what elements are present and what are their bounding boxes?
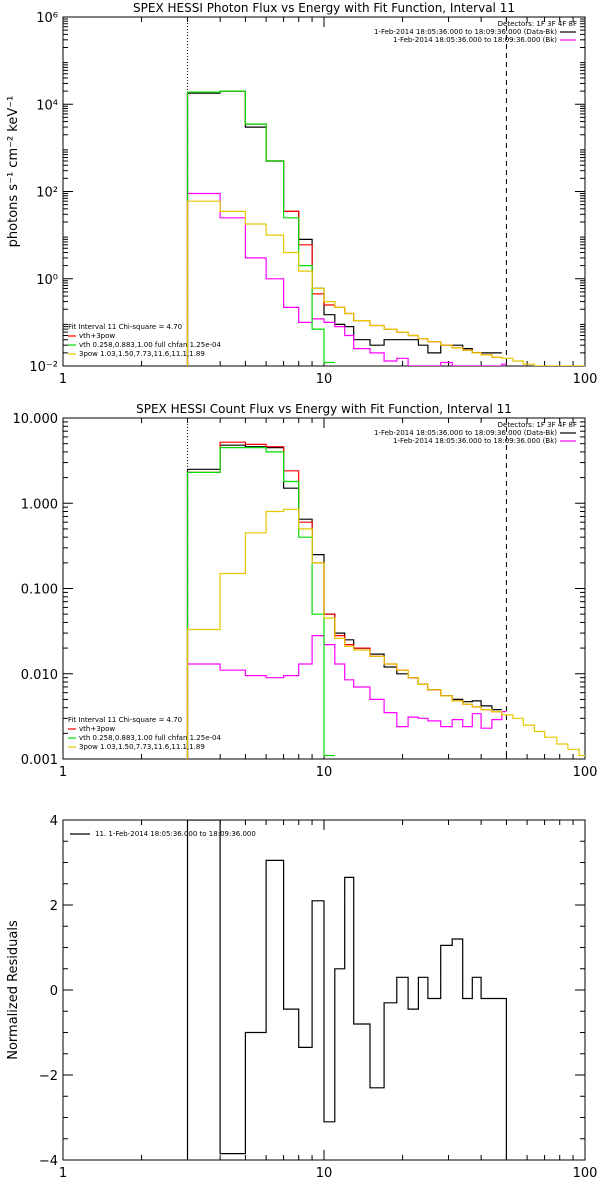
fit-info-line: vth+3pow [79,332,115,340]
x-tick-label: 10 [316,372,333,387]
legend: Detectors: 1F 3F 4F 8F1-Feb-2014 18:05:3… [374,421,577,445]
y-tick-label: 4 [50,814,58,829]
series-line-vth-3pow [186,441,502,759]
data-layer [186,441,585,759]
series-line-data-bk [186,444,502,759]
legend-label: 1-Feb-2014 18:05:36.000 to 18:09:36.000 … [393,437,557,445]
chart-panel-1: SPEX HESSI Photon Flux vs Energy with Fi… [6,1,597,387]
y-tick-label: 10⁴ [36,98,58,113]
fit-info-line: vth+3pow [79,725,115,733]
fit-info-line: Fit Interval 11 Chi-square = 4.70 [68,323,182,331]
series-line-vth [186,90,335,366]
x-tick-label: 100 [573,765,598,780]
series-line-3pow [186,508,585,759]
fit-info: Fit Interval 11 Chi-square = 4.70vth+3po… [68,716,221,751]
series-line-3pow [186,200,585,366]
x-tick-label: 10 [316,1166,333,1181]
fit-info-line: vth 0.258,0.883,1.00 full chfan 1.25e-04 [79,341,221,349]
series-line-11-1-feb-2014-18-05-36-000-to-18-09-36-000 [186,820,507,1160]
y-tick-label: 10⁰ [36,273,58,288]
y-tick-label: 10² [36,186,58,201]
y-axis-label: photons s⁻¹ cm⁻² keV⁻¹ [6,96,21,248]
fit-info: Fit Interval 11 Chi-square = 4.70vth+3po… [68,323,221,358]
y-tick-label: 0.001 [21,753,58,768]
y-tick-label: −4 [39,1154,58,1169]
series-line-bk [186,635,507,759]
x-tick-label: 100 [573,1166,598,1181]
series-line-bk [186,192,507,366]
series-line-vth [186,447,335,759]
chart-panel-2: SPEX HESSI Count Flux vs Energy with Fit… [13,402,598,780]
y-tick-label: 0.010 [21,668,58,683]
fit-info-line: 3pow 1.03,1.50,7.73,11.6,11.1,1.89 [79,350,205,358]
chart-title: SPEX HESSI Photon Flux vs Energy with Fi… [133,1,515,15]
y-tick-label: 10.000 [13,412,59,427]
legend-label: 1-Feb-2014 18:05:36.000 to 18:09:36.000 … [374,429,557,437]
legend-label: 11. 1-Feb-2014 18:05:36.000 to 18:09:36.… [95,830,256,838]
fit-info-line: vth 0.258,0.883,1.00 full chfan 1.25e-04 [79,734,221,742]
legend: 11. 1-Feb-2014 18:05:36.000 to 18:09:36.… [70,830,256,838]
y-tick-label: 1.000 [21,497,58,512]
legend-header: Detectors: 1F 3F 4F 8F [498,20,577,28]
x-tick-label: 10 [316,765,333,780]
legend-label: 1-Feb-2014 18:05:36.000 to 18:09:36.000 … [393,36,557,44]
y-tick-label: 0 [50,984,58,999]
fit-info-line: 3pow 1.03,1.50,7.73,11.6,11.1,1.89 [79,743,205,751]
x-tick-label: 100 [573,372,598,387]
data-layer [186,90,585,366]
x-tick-label: 1 [59,1166,67,1181]
data-layer [186,820,507,1160]
y-axis-label: Normalized Residuals [6,920,21,1060]
y-tick-label: 0.100 [21,583,58,598]
legend: Detectors: 1F 3F 4F 8F1-Feb-2014 18:05:3… [374,20,577,44]
legend-header: Detectors: 1F 3F 4F 8F [498,421,577,429]
series-line-data-bk [186,90,502,366]
x-tick-label: 1 [59,765,67,780]
y-tick-label: 2 [50,899,58,914]
y-tick-label: 10⁻² [29,360,58,375]
x-tick-label: 1 [59,372,67,387]
fit-info-line: Fit Interval 11 Chi-square = 4.70 [68,716,182,724]
chart-title: SPEX HESSI Count Flux vs Energy with Fit… [136,402,512,416]
legend-label: 1-Feb-2014 18:05:36.000 to 18:09:36.000 … [374,28,557,36]
y-tick-label: −2 [39,1069,58,1084]
y-tick-label: 10⁶ [36,11,58,26]
chart-panel-3: 1 10 100 −4 −2 0 2 4 Normalized Residuals 11. 1-F… [6,814,597,1181]
